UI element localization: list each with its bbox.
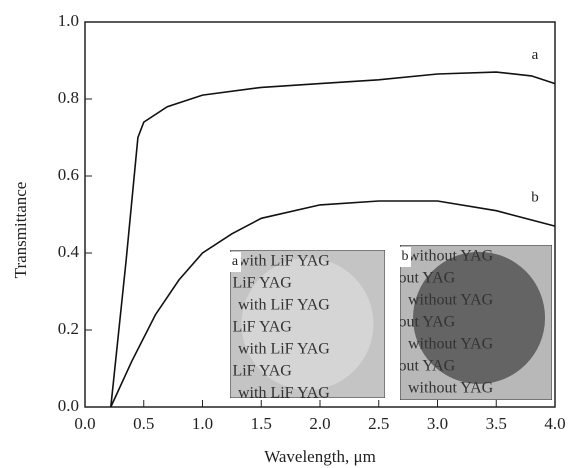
x-axis-label: Wavelength, μm	[264, 447, 376, 466]
y-tick-label: 0.2	[58, 319, 79, 338]
inset-text: with LiF YAG	[200, 319, 292, 336]
x-tick-label: 0.0	[74, 414, 95, 433]
x-tick-label: 1.0	[192, 414, 213, 433]
inset-text: without YAG	[370, 314, 456, 331]
x-tick-label: 1.5	[251, 414, 272, 433]
inset-text: without YAG	[408, 292, 494, 309]
series-label: a	[532, 47, 539, 63]
x-tick-label: 2.0	[309, 414, 330, 433]
x-tick-label: 3.0	[427, 414, 448, 433]
data-line	[110, 71, 556, 408]
inset-text: without YAG	[408, 248, 494, 265]
y-tick-label: 0.8	[58, 88, 79, 107]
inset-text: with LiF YAG	[238, 341, 330, 358]
x-tick-label: 2.5	[368, 414, 389, 433]
inset-disk	[241, 258, 374, 390]
inset-text: with LiF YAG	[238, 297, 330, 314]
inset-text: without YAG	[370, 270, 456, 287]
inset-disk	[413, 251, 546, 384]
x-tick-label: 3.5	[486, 414, 507, 433]
x-tick-label: 0.5	[133, 414, 154, 433]
y-tick-label: 0.6	[58, 165, 79, 184]
x-tick-label: 4.0	[544, 414, 565, 433]
inset-text: with LiF YAG	[238, 385, 330, 402]
inset-photo: with LiF YAG with LiF YAG with LiF YAG with…	[200, 250, 385, 402]
inset-text: with LiF YAG	[238, 253, 330, 270]
y-tick-label: 0.0	[58, 396, 79, 415]
y-axis-label: Transmittance	[11, 182, 30, 279]
inset-text: without YAG	[370, 358, 456, 375]
inset-label: b	[402, 249, 409, 264]
inset-label-bg	[229, 252, 241, 272]
inset-text: without YAG	[408, 336, 494, 353]
inset-photo: without YAG without YAG without YAG without…	[370, 245, 552, 400]
y-tick-label: 1.0	[58, 11, 79, 30]
inset-text: without YAG	[408, 380, 494, 397]
series-label: b	[531, 189, 539, 205]
y-tick-label: 0.4	[58, 242, 80, 261]
inset-label-bg	[399, 247, 411, 267]
inset-label: a	[232, 254, 239, 269]
inset-text: with LiF YAG	[200, 275, 292, 292]
data-line	[110, 200, 556, 408]
inset-text: with LiF YAG	[200, 363, 292, 380]
